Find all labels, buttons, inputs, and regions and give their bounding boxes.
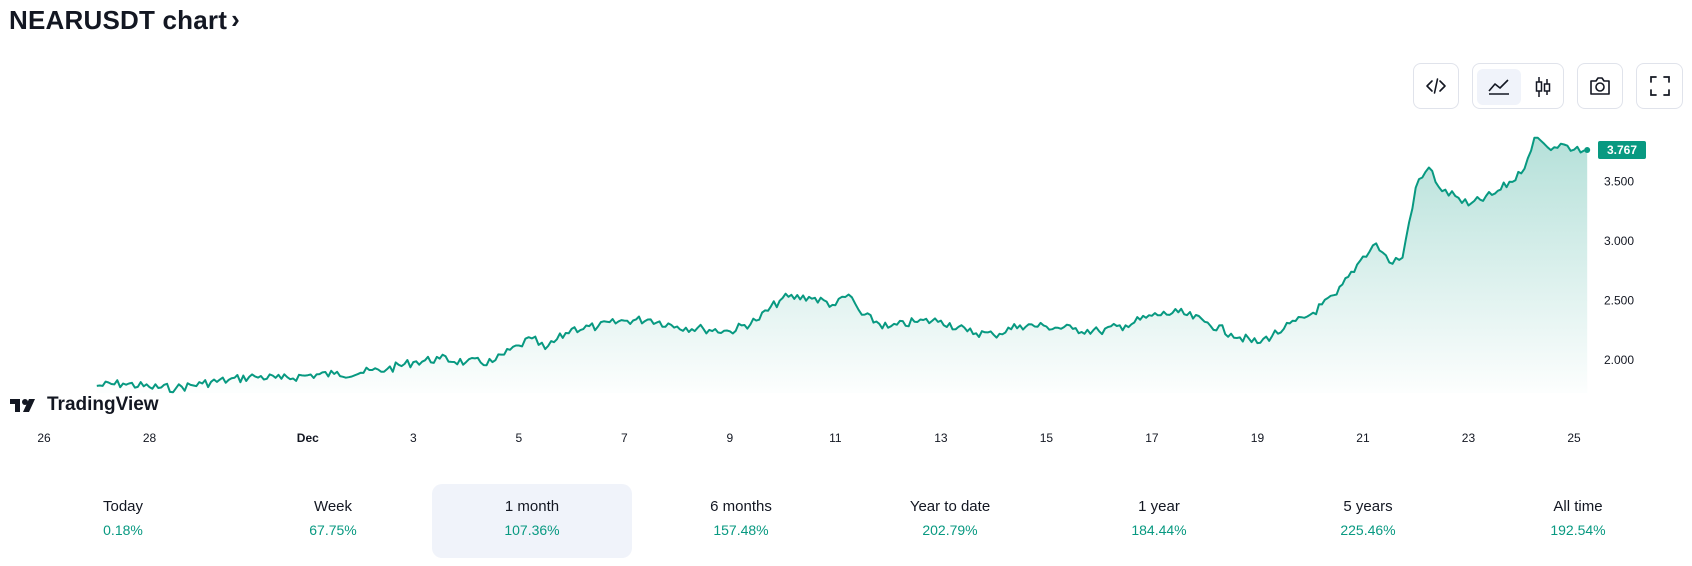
camera-icon	[1590, 77, 1610, 95]
period-selector: Today 0.18% Week 67.75% 1 month 107.36% 6 mont…	[12, 484, 1692, 558]
chart-title-link[interactable]: NEARUSDT chart ›	[9, 4, 240, 36]
period-tab[interactable]: 5 years 225.46%	[1268, 484, 1468, 558]
last-price-badge	[1598, 141, 1646, 160]
period-change-value: 0.18%	[103, 522, 143, 538]
x-tick-label: 13	[934, 431, 948, 445]
x-tick-label: 5	[515, 431, 522, 445]
price-line	[96, 136, 1588, 394]
period-change-value: 184.44%	[1131, 522, 1187, 538]
y-tick-label: 2.000	[1604, 353, 1634, 367]
period-tab[interactable]: Year to date 202.79%	[850, 484, 1050, 558]
period-change-value: 157.48%	[713, 522, 769, 538]
fullscreen-icon	[1650, 76, 1670, 96]
tradingview-logo[interactable]: TradingView	[9, 394, 159, 420]
period-tab[interactable]: Today 0.18%	[23, 484, 223, 558]
period-label: All time	[1553, 498, 1603, 515]
x-tick-label: 15	[1040, 431, 1054, 445]
last-price-dot	[1584, 147, 1591, 154]
period-tab[interactable]: All time 192.54%	[1478, 484, 1678, 558]
chart-title: NEARUSDT chart	[9, 5, 228, 35]
period-label: 1 year	[1138, 498, 1180, 515]
chart-style-toggle	[1472, 63, 1564, 109]
candlestick-icon	[1535, 77, 1551, 97]
last-price-label: 3.767	[1607, 143, 1637, 157]
period-tab[interactable]: Week 67.75%	[233, 484, 433, 558]
snapshot-button[interactable]	[1577, 63, 1623, 109]
tradingview-logo-text: TradingView	[47, 394, 159, 415]
period-label: 5 years	[1343, 498, 1393, 515]
period-label: Week	[313, 498, 353, 515]
area-style-button[interactable]	[1477, 69, 1521, 105]
period-tab[interactable]: 6 months 157.48%	[641, 484, 841, 558]
x-tick-label: 23	[1462, 431, 1476, 445]
y-tick-label: 3.000	[1604, 234, 1634, 248]
embed-button[interactable]	[1413, 63, 1459, 109]
candle-style-button[interactable]	[1521, 69, 1565, 105]
period-tab[interactable]: 1 month 107.36%	[432, 484, 632, 558]
period-change-value: 192.54%	[1550, 522, 1606, 538]
period-label: 1 month	[504, 498, 560, 515]
y-tick-label: 3.500	[1604, 175, 1634, 189]
period-label: Year to date	[909, 498, 991, 515]
price-chart[interactable]: 2.000 2.500 3.000 3.500 26 28 Dec 3 5 7 9 11 13 15 17…	[0, 120, 1692, 460]
period-label: Today	[102, 498, 144, 515]
y-tick-label: 2.500	[1604, 293, 1634, 307]
x-tick-label: 7	[621, 431, 628, 445]
tradingview-logo-icon	[10, 399, 35, 412]
period-change-value: 107.36%	[504, 522, 560, 538]
period-change-value: 225.46%	[1340, 522, 1396, 538]
x-tick-label: 21	[1356, 431, 1370, 445]
x-tick-label: 26	[37, 431, 51, 445]
period-label: 6 months	[710, 498, 772, 515]
fullscreen-button[interactable]	[1636, 63, 1683, 109]
area-chart-icon	[1488, 79, 1509, 95]
period-tab[interactable]: 1 year 184.44%	[1059, 484, 1259, 558]
x-tick-label: 28	[143, 431, 157, 445]
x-tick-label: 25	[1567, 431, 1581, 445]
x-tick-label: 17	[1145, 431, 1159, 445]
x-tick-label: 19	[1251, 431, 1265, 445]
period-change-value: 202.79%	[922, 522, 978, 538]
price-area-fill	[96, 137, 1588, 393]
period-change-value: 67.75%	[309, 522, 357, 538]
x-tick-label: 9	[727, 431, 734, 445]
embed-code-icon	[1426, 78, 1446, 94]
chevron-right-icon: ›	[231, 4, 240, 34]
x-tick-label: 3	[410, 431, 417, 445]
x-tick-label: Dec	[297, 431, 319, 445]
x-tick-label: 11	[829, 431, 842, 445]
